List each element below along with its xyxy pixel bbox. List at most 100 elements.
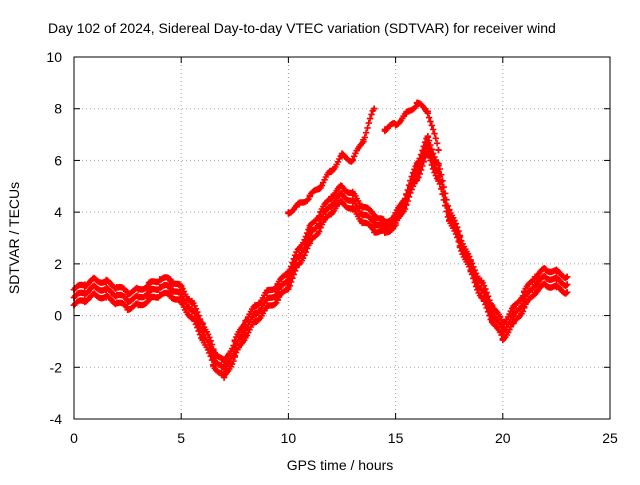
data-point xyxy=(113,283,121,291)
data-point xyxy=(478,294,485,301)
data-point xyxy=(370,227,378,234)
data-point xyxy=(81,289,88,296)
data-point xyxy=(188,299,196,306)
data-point xyxy=(274,296,281,304)
data-point xyxy=(102,294,110,301)
data-point xyxy=(424,133,431,141)
data-layer xyxy=(70,99,571,381)
x-tick-label: 15 xyxy=(388,430,404,446)
x-tick-label: 5 xyxy=(177,430,185,446)
data-point xyxy=(338,152,346,159)
data-point xyxy=(553,268,560,275)
data-point xyxy=(81,296,88,304)
data-point xyxy=(553,276,560,283)
data-point xyxy=(167,283,174,291)
data-point xyxy=(156,276,163,283)
data-point xyxy=(563,273,571,280)
y-tick-label: 2 xyxy=(54,256,62,272)
data-point xyxy=(328,167,335,174)
data-point xyxy=(156,283,163,291)
data-point xyxy=(392,221,399,229)
data-point xyxy=(424,108,431,115)
data-point xyxy=(135,286,142,293)
data-point xyxy=(531,289,539,296)
series-track-5 xyxy=(381,99,442,154)
data-point xyxy=(542,281,549,288)
data-point xyxy=(360,219,367,226)
data-point xyxy=(263,296,271,304)
data-point xyxy=(488,317,496,324)
data-point xyxy=(295,252,303,260)
data-point xyxy=(531,273,539,280)
data-point xyxy=(456,242,464,249)
data-point xyxy=(210,361,217,368)
data-point xyxy=(413,175,421,182)
data-point xyxy=(435,177,442,185)
data-point xyxy=(102,286,110,293)
data-point xyxy=(478,278,485,286)
data-point xyxy=(124,304,131,312)
data-point xyxy=(531,281,539,288)
data-point xyxy=(360,211,367,218)
y-tick-label: 10 xyxy=(46,49,62,65)
plot-frame xyxy=(73,56,611,420)
data-point xyxy=(338,190,346,198)
data-point xyxy=(81,281,88,288)
x-axis-label: GPS time / hours xyxy=(287,457,394,473)
data-point xyxy=(295,260,303,268)
data-point xyxy=(285,208,292,216)
data-point xyxy=(178,283,185,291)
data-point xyxy=(381,126,389,133)
data-point xyxy=(328,193,335,200)
x-tick-label: 0 xyxy=(70,430,78,446)
data-point xyxy=(167,276,174,283)
y-tick-label: 0 xyxy=(54,308,62,324)
data-point xyxy=(563,281,571,288)
data-point xyxy=(295,245,303,252)
x-tick-label: 20 xyxy=(495,430,511,446)
data-point xyxy=(499,335,506,343)
data-point xyxy=(178,299,185,306)
data-point xyxy=(446,216,453,224)
data-point xyxy=(510,304,517,312)
data-point xyxy=(145,296,153,304)
ticks: 0 5 10 15 20 25 -4 -2 0 2 4 6 8 10 xyxy=(46,49,618,446)
data-point xyxy=(145,289,153,296)
data-point xyxy=(403,110,410,118)
data-point xyxy=(102,278,110,286)
data-point xyxy=(306,239,314,247)
data-point xyxy=(253,317,260,324)
series-track-1 xyxy=(70,133,571,366)
data-point xyxy=(253,302,260,309)
data-point xyxy=(542,273,549,280)
data-point xyxy=(510,312,517,319)
data-point xyxy=(392,121,399,128)
data-point xyxy=(135,302,142,309)
chart-title: Day 102 of 2024, Sidereal Day-to-day VTE… xyxy=(48,20,556,36)
data-point xyxy=(338,183,346,190)
data-point xyxy=(360,136,367,143)
data-point xyxy=(467,268,474,275)
data-point xyxy=(220,374,228,381)
data-point xyxy=(424,141,431,149)
data-point xyxy=(521,304,528,312)
data-point xyxy=(188,314,196,322)
data-point xyxy=(92,283,99,291)
data-point xyxy=(242,325,249,332)
data-point xyxy=(167,291,174,299)
data-point xyxy=(349,198,356,205)
data-point xyxy=(370,211,378,218)
data-point xyxy=(242,317,249,324)
data-point xyxy=(370,219,378,226)
data-point xyxy=(231,353,238,361)
data-point xyxy=(156,291,163,299)
data-point xyxy=(295,201,303,208)
data-point xyxy=(435,146,442,154)
y-tick-label: 8 xyxy=(54,101,62,117)
data-point xyxy=(349,190,356,198)
data-point xyxy=(403,201,410,208)
data-point xyxy=(113,299,121,306)
y-tick-label: 6 xyxy=(54,152,62,168)
